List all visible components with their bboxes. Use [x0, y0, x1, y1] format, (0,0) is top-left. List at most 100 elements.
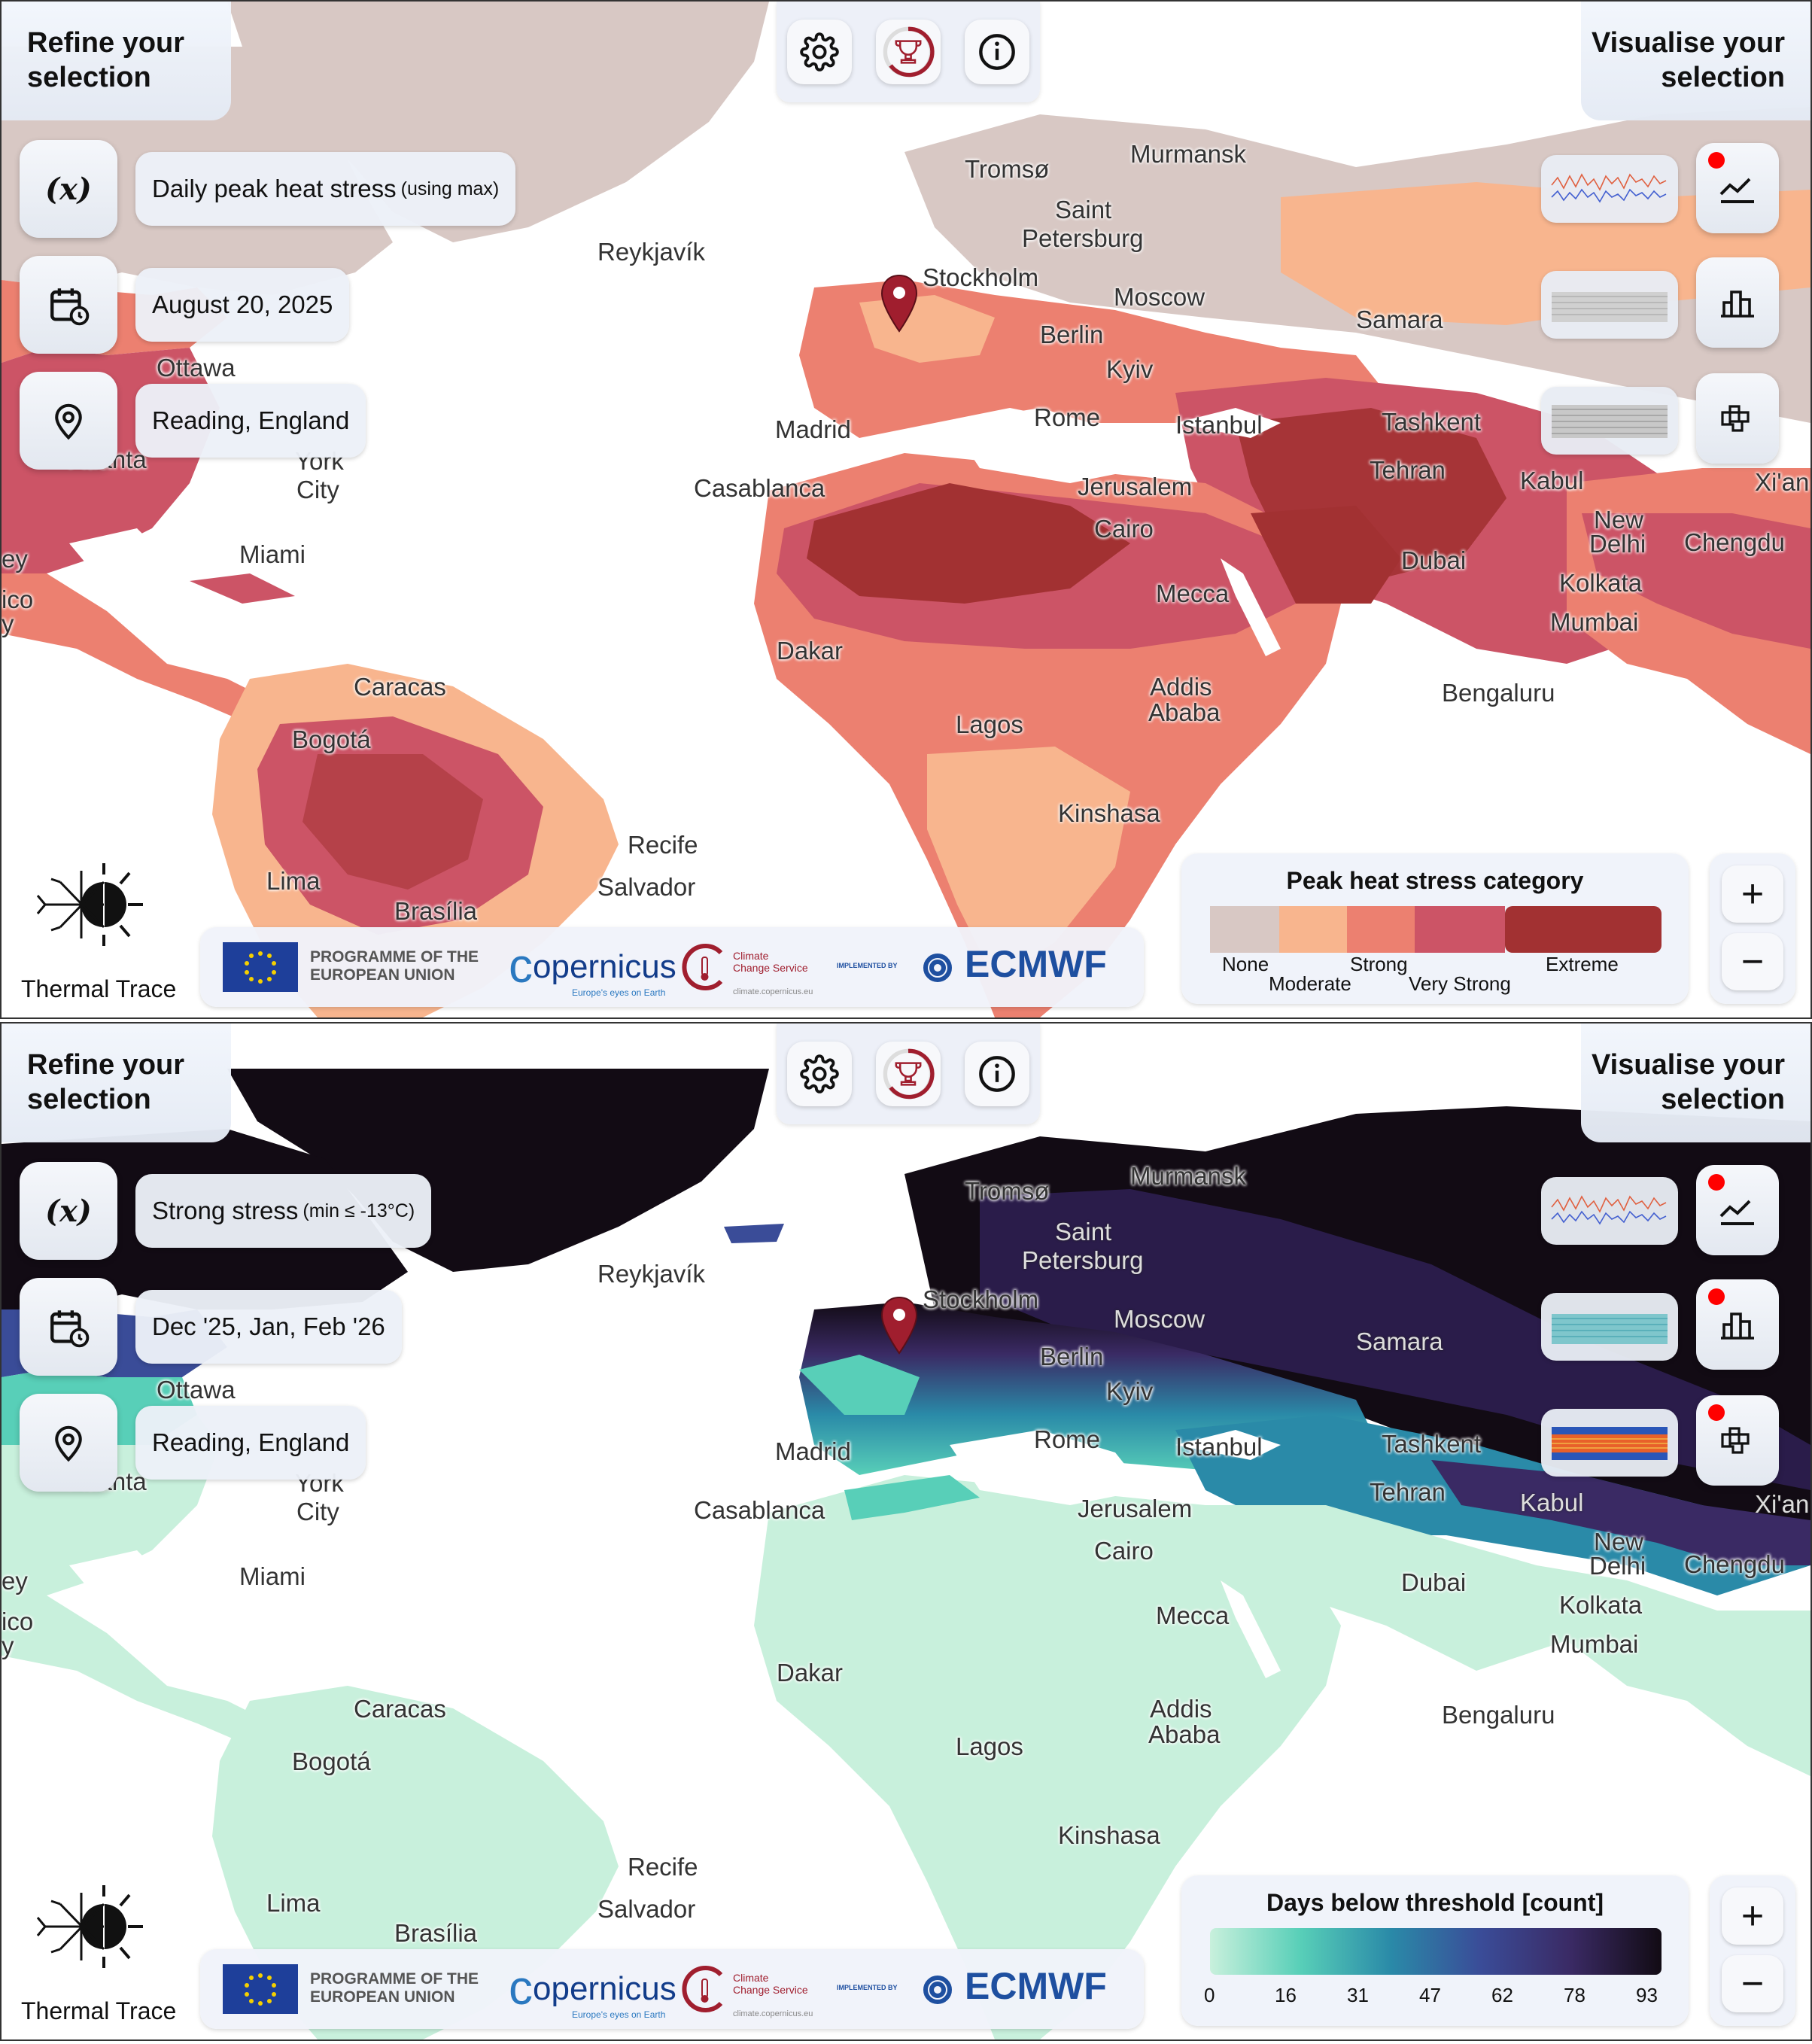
- settings-button[interactable]: [787, 1042, 852, 1106]
- legend-title: Peak heat stress category: [1286, 867, 1584, 894]
- location-label: Reading, England: [152, 406, 350, 434]
- legend-color-bar: [1210, 906, 1662, 953]
- zoom-in-button[interactable]: +: [1722, 1887, 1783, 1945]
- legend-tick: 93: [1636, 1984, 1658, 2006]
- timeseries-thumbnail[interactable]: [1541, 155, 1678, 223]
- achievements-button[interactable]: [876, 1042, 941, 1106]
- histogram-thumbnail[interactable]: [1541, 271, 1678, 339]
- city-label: Salvador: [597, 1895, 696, 1923]
- city-label: Petersburg: [1022, 224, 1144, 252]
- location-button[interactable]: [20, 1394, 117, 1492]
- city-label: Murmansk: [1130, 1162, 1247, 1190]
- location-selector[interactable]: Reading, England: [135, 1406, 366, 1480]
- city-label: Kyiv: [1106, 1377, 1154, 1405]
- info-button[interactable]: [965, 1042, 1029, 1106]
- city-label: Salvador: [597, 873, 696, 901]
- city-label: Kabul: [1520, 1489, 1584, 1516]
- zoom-in-button[interactable]: +: [1722, 865, 1783, 923]
- info-icon: [979, 1056, 1015, 1092]
- heat-stress-panel: Tromsø Murmansk Saint Petersburg Reykjav…: [0, 0, 1812, 1019]
- variable-suffix: (using max): [400, 178, 500, 199]
- city-label: y: [2, 1632, 14, 1659]
- city-label: Kolkata: [1559, 569, 1643, 597]
- date-button[interactable]: [20, 1278, 117, 1376]
- legend-swatch: [1415, 906, 1505, 953]
- legend-label-very-strong: Very Strong: [1409, 972, 1511, 995]
- city-label: Bengaluru: [1442, 1701, 1555, 1729]
- city-label: Madrid: [775, 1437, 851, 1465]
- refine-panel-header: Refine your selection: [2, 2, 231, 120]
- refine-title-line2: selection: [27, 1084, 151, 1115]
- visualise-panel-header: Visualise your selection: [1581, 2, 1810, 120]
- location-button[interactable]: [20, 372, 117, 470]
- city-label: Cairo: [1094, 515, 1154, 543]
- location-marker-icon[interactable]: [880, 274, 918, 334]
- variable-label: Strong stress: [152, 1197, 299, 1224]
- legend-swatch: [1279, 906, 1347, 953]
- city-label: Cairo: [1094, 1537, 1154, 1565]
- variable-button[interactable]: (x): [20, 140, 117, 238]
- histogram-preview: [1552, 1314, 1668, 1344]
- histogram-button[interactable]: [1696, 257, 1779, 348]
- city-label: Mumbai: [1550, 1630, 1639, 1658]
- heatmap-thumbnail[interactable]: [1541, 1409, 1678, 1477]
- legend-tick: 47: [1419, 1984, 1441, 2006]
- date-selector[interactable]: August 20, 2025: [135, 268, 350, 342]
- eu-text-2: EUROPEAN UNION: [310, 1988, 455, 2006]
- variable-selector[interactable]: Strong stress (min ≤ -13°C): [135, 1174, 432, 1248]
- funder-logos: PROGRAMME OF THE EUROPEAN UNION copernic…: [200, 1949, 1144, 2029]
- date-button[interactable]: [20, 256, 117, 354]
- city-label: New: [1594, 506, 1644, 534]
- gear-icon: [800, 1054, 839, 1093]
- implemented-by: IMPLEMENTED BY: [837, 962, 898, 969]
- map-legend: Days below threshold [count] 0 16 31 47 …: [1181, 1875, 1689, 2026]
- date-label: Dec '25, Jan, Feb '26: [152, 1312, 385, 1340]
- city-label: Casablanca: [694, 474, 825, 502]
- active-indicator: [1708, 1288, 1725, 1305]
- visualise-title-line1: Visualise your: [1592, 1049, 1785, 1081]
- calendar-clock-icon: [50, 1310, 90, 1348]
- city-label: Madrid: [775, 415, 851, 443]
- ecmwf-text: ECMWF: [965, 1965, 1107, 2007]
- city-label: Lagos: [956, 1732, 1023, 1760]
- map-legend: Peak heat stress category None Moderate …: [1181, 853, 1689, 1004]
- legend-tick: 31: [1347, 1984, 1369, 2006]
- heatmap-thumbnail[interactable]: [1541, 387, 1678, 455]
- eu-flag-icon: [223, 942, 298, 992]
- city-label: Addis: [1150, 1695, 1212, 1723]
- timeseries-thumbnail[interactable]: [1541, 1177, 1678, 1245]
- city-label: Bogotá: [292, 725, 371, 753]
- city-label: Lima: [266, 1889, 321, 1917]
- achievements-button[interactable]: [876, 20, 941, 84]
- variable-button[interactable]: (x): [20, 1162, 117, 1260]
- variable-label: Daily peak heat stress: [152, 175, 397, 202]
- bar-chart-icon: [1721, 290, 1754, 318]
- bar-chart-icon: [1721, 1312, 1754, 1340]
- city-label: Lima: [266, 867, 321, 895]
- city-label: Reykjavík: [597, 1260, 706, 1288]
- heatmap-button[interactable]: [1696, 373, 1779, 464]
- zoom-out-button[interactable]: −: [1722, 1955, 1783, 2012]
- copernicus-tagline: Europe's eyes on Earth: [572, 987, 666, 998]
- city-label: Murmansk: [1130, 140, 1247, 168]
- info-icon: [979, 34, 1015, 70]
- timeseries-preview: [1551, 173, 1667, 203]
- location-marker-icon[interactable]: [880, 1296, 918, 1356]
- city-label: Berlin: [1040, 1343, 1104, 1370]
- info-button[interactable]: [965, 20, 1029, 84]
- city-label: Dubai: [1401, 1568, 1467, 1596]
- heatmap-preview: [1552, 1427, 1668, 1460]
- c3s-logo-icon: [682, 944, 723, 990]
- city-label: Brasília: [394, 1919, 478, 1947]
- copernicus-text: opernicus: [533, 948, 676, 985]
- variable-selector[interactable]: Daily peak heat stress (using max): [135, 152, 516, 226]
- location-selector[interactable]: Reading, England: [135, 384, 366, 458]
- settings-button[interactable]: [787, 20, 852, 84]
- city-label: Saint: [1055, 1218, 1112, 1246]
- city-label: Samara: [1356, 306, 1443, 333]
- city-label: Stockholm: [923, 1285, 1039, 1313]
- cold-stress-panel: Tromsø Murmansk Saint Petersburg Reykjav…: [0, 1022, 1812, 2041]
- zoom-out-button[interactable]: −: [1722, 933, 1783, 990]
- histogram-thumbnail[interactable]: [1541, 1293, 1678, 1361]
- date-selector[interactable]: Dec '25, Jan, Feb '26: [135, 1290, 402, 1364]
